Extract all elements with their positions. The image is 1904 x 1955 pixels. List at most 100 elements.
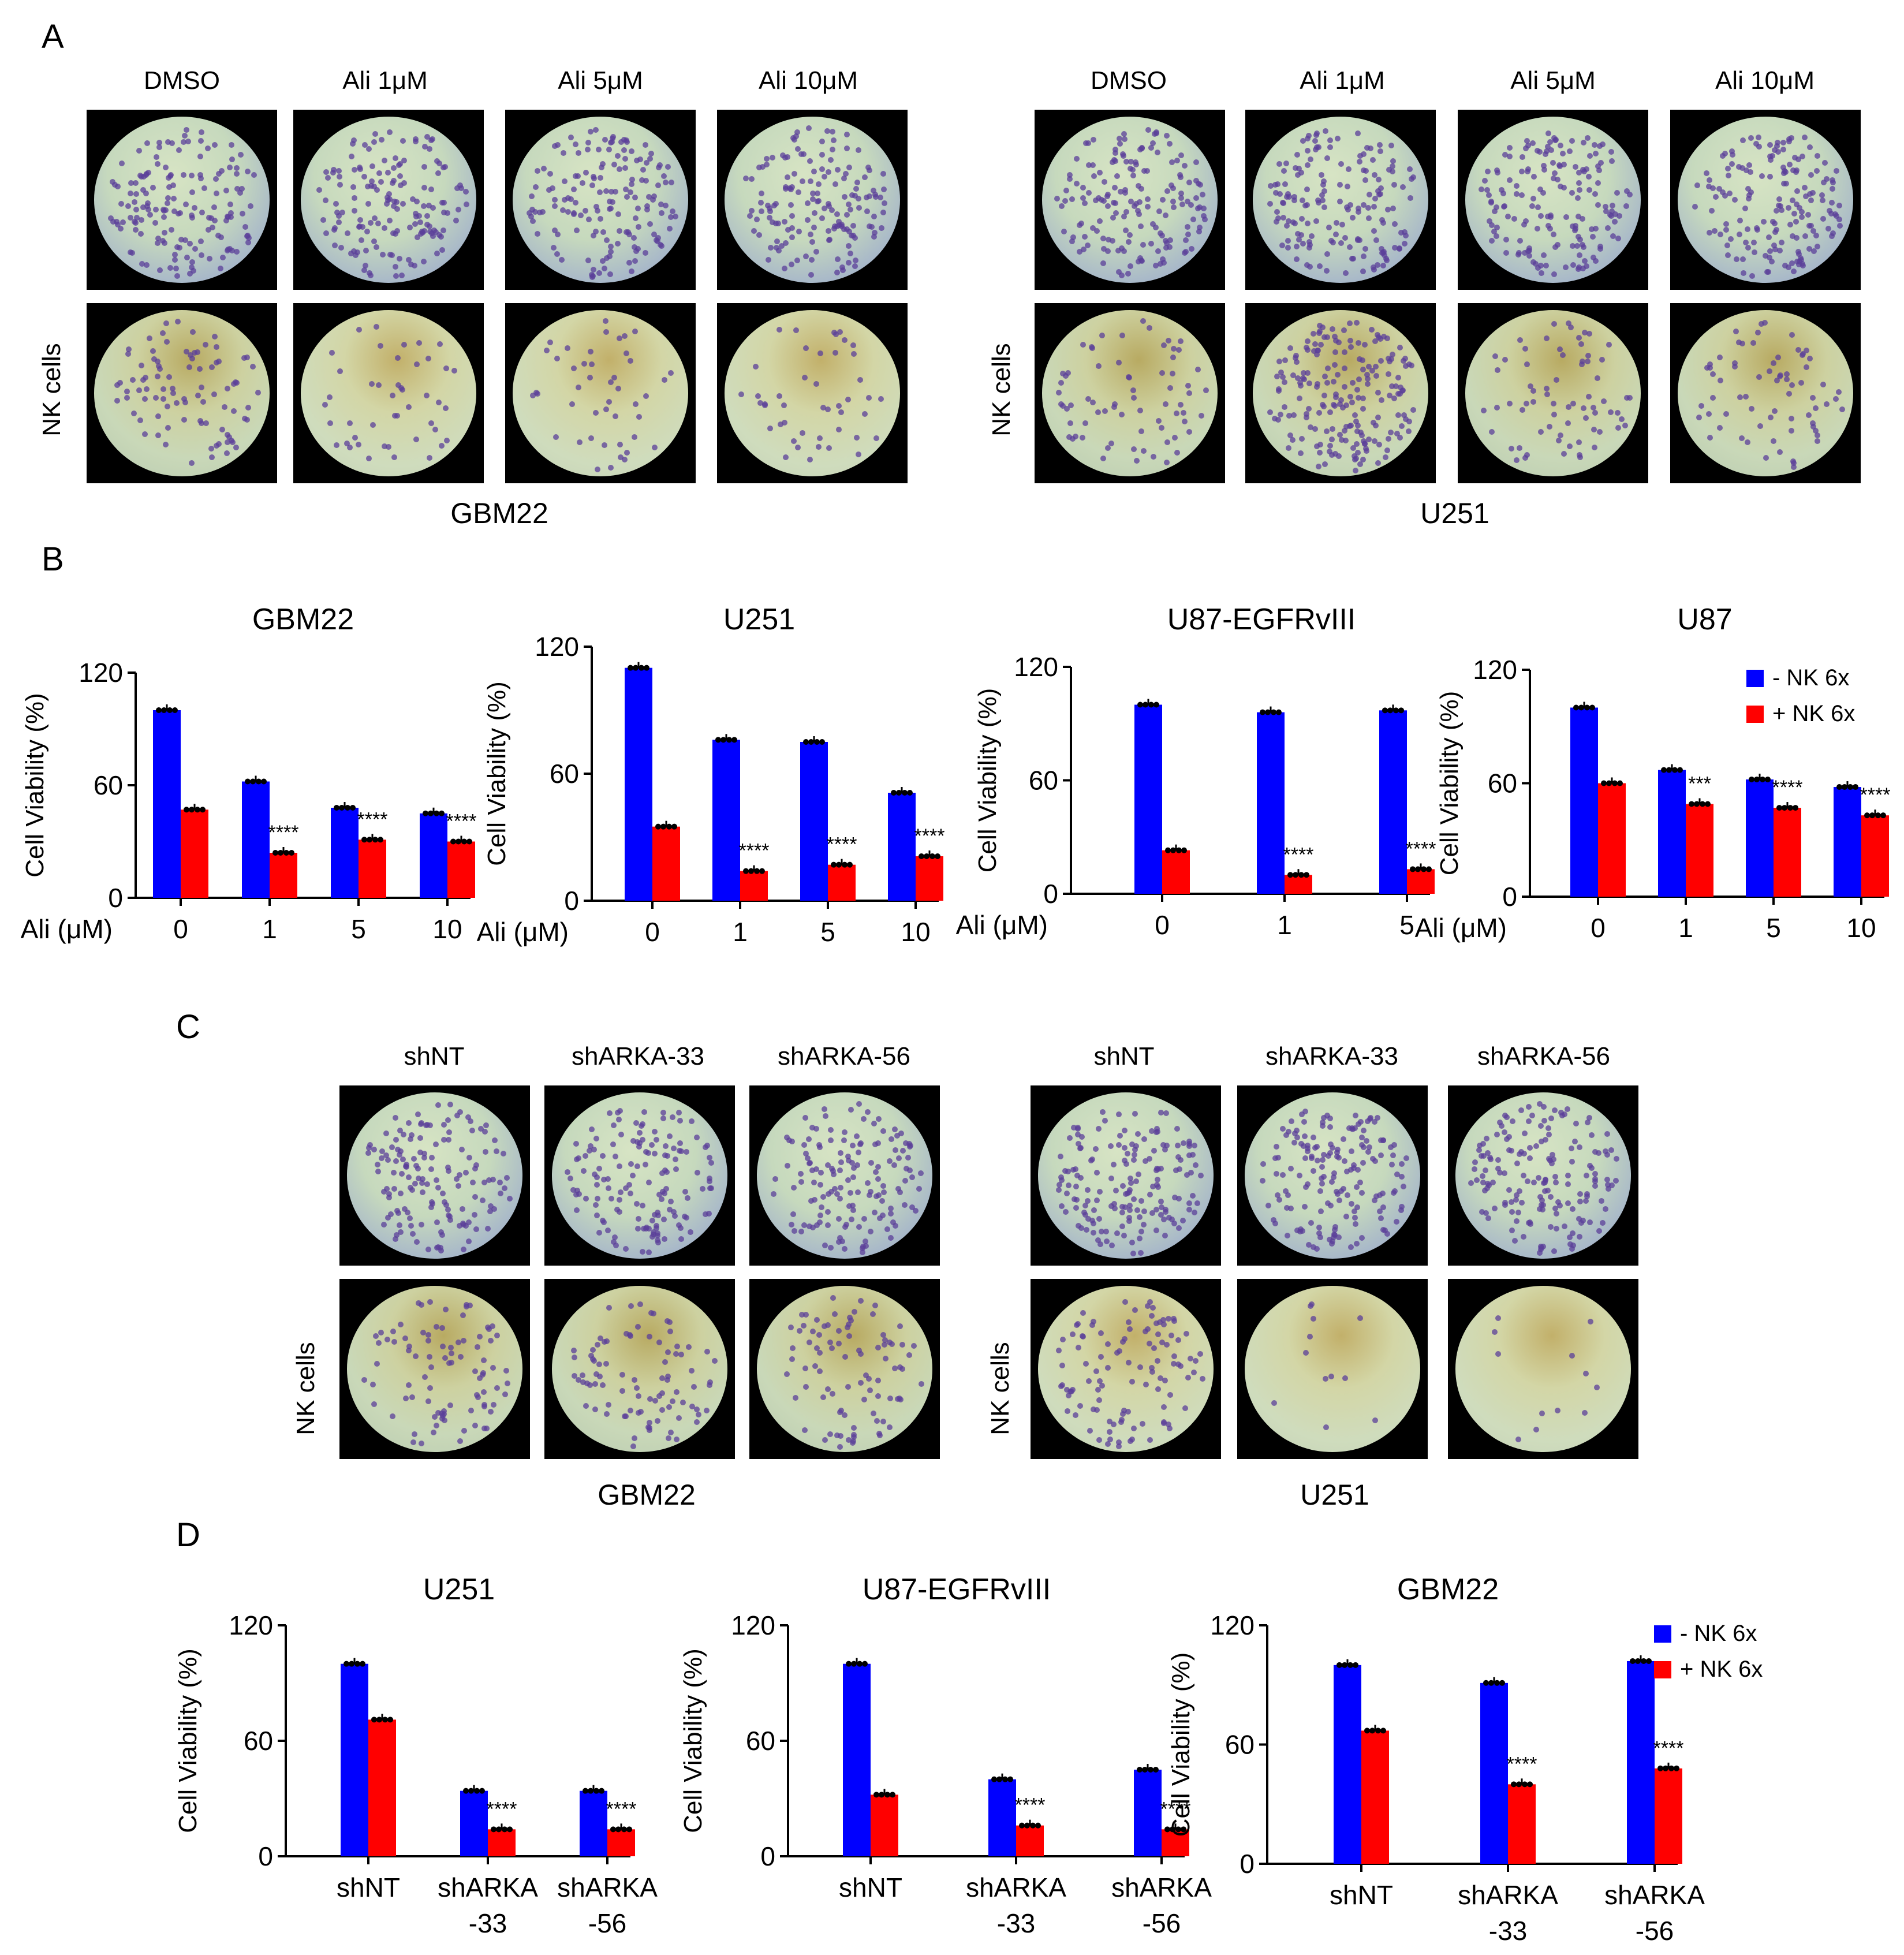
- data-point: [1782, 805, 1787, 811]
- cell-dot: [155, 374, 161, 380]
- cell-dot: [846, 229, 852, 234]
- cell-dot: [365, 145, 372, 152]
- cell-dot: [1097, 169, 1103, 176]
- cell-dot: [394, 199, 400, 205]
- cell-dot: [622, 186, 629, 193]
- data-point: [846, 1661, 852, 1667]
- cell-dot: [426, 146, 432, 152]
- cell-dot: [855, 452, 861, 458]
- cell-dot: [1360, 167, 1367, 174]
- bar-plus-nk: [1407, 869, 1435, 894]
- cell-dot: [626, 260, 633, 266]
- cell-dot: [765, 202, 771, 208]
- data-point: [924, 853, 929, 859]
- cell-dot: [768, 245, 774, 251]
- cell-dot: [795, 445, 801, 451]
- cell-dot: [379, 137, 385, 143]
- cell-dot: [364, 229, 371, 235]
- cell-dot: [425, 203, 432, 209]
- cell-dot: [156, 140, 162, 146]
- cell-dot: [1530, 140, 1536, 147]
- cell-dot: [139, 261, 145, 267]
- cell-dot: [628, 357, 634, 364]
- bar-plus-nk: [1598, 783, 1626, 897]
- cell-dot: [552, 143, 558, 150]
- cell-dot: [1115, 248, 1121, 254]
- cell-dot: [368, 380, 375, 387]
- cell-dot: [815, 198, 822, 204]
- cell-dot: [607, 244, 614, 250]
- cell-dot: [166, 374, 173, 380]
- cell-dot: [1308, 233, 1315, 240]
- data-point: [660, 823, 666, 830]
- cell-dot: [1380, 219, 1386, 226]
- bar-minus-nk: [625, 667, 652, 901]
- cell-dot: [1357, 153, 1363, 159]
- cell-dot: [1279, 200, 1286, 206]
- cell-dot: [611, 375, 618, 381]
- cell-dot: [209, 364, 215, 371]
- cell-dot: [147, 212, 154, 218]
- cell-dot: [765, 257, 771, 263]
- cell-dot: [651, 444, 658, 450]
- data-point: [491, 1826, 496, 1833]
- cell-dot: [1170, 204, 1177, 210]
- cell-dot: [658, 243, 664, 249]
- data-point: [1304, 872, 1309, 878]
- cell-dot: [607, 253, 613, 259]
- cell-dot: [793, 327, 800, 333]
- y-tick-label: 60: [1029, 766, 1058, 796]
- cell-dot: [647, 156, 653, 162]
- cell-dot: [864, 208, 870, 215]
- chart-title: GBM22: [1397, 1573, 1499, 1606]
- data-point: [1287, 872, 1293, 878]
- data-point: [851, 1661, 857, 1667]
- cell-dot: [841, 226, 848, 233]
- cell-dot: [144, 203, 150, 210]
- cell-dot: [1334, 220, 1340, 226]
- cell-dot: [618, 454, 624, 461]
- cell-dot: [790, 438, 797, 444]
- cell-dot: [632, 329, 638, 335]
- cell-dot: [195, 393, 201, 399]
- cell-dot: [1391, 245, 1398, 251]
- cell-dot: [1321, 204, 1327, 211]
- cell-dot: [1279, 242, 1286, 249]
- cell-dot: [1111, 157, 1117, 163]
- cell-dot: [1518, 169, 1525, 175]
- cell-dot: [134, 215, 140, 221]
- cell-dot: [174, 319, 181, 325]
- data-point: [278, 850, 283, 856]
- y-tick-label: 120: [79, 658, 123, 688]
- cell-dot: [393, 273, 399, 279]
- cell-dot: [769, 155, 775, 161]
- cell-dot: [595, 466, 601, 472]
- cell-dot: [215, 171, 222, 177]
- cell-dot: [550, 185, 556, 191]
- cell-dot: [759, 163, 766, 170]
- data-point: [1875, 812, 1881, 819]
- data-point: [1527, 1781, 1533, 1788]
- cell-dot: [356, 441, 362, 447]
- cell-dot: [1401, 229, 1408, 236]
- cell-dot: [866, 394, 872, 401]
- data-point: [1002, 1776, 1008, 1782]
- cell-dot: [756, 232, 763, 238]
- cell-dot: [629, 148, 635, 155]
- cell-dot: [244, 417, 250, 423]
- data-point: [1674, 1765, 1679, 1771]
- data-point: [1705, 801, 1711, 807]
- x-tick-label: shARKA: [1458, 1880, 1558, 1910]
- cell-dot: [865, 165, 871, 171]
- bar-plus-nk: [1162, 850, 1190, 894]
- cell-dot: [748, 176, 755, 182]
- cell-dot: [1371, 203, 1377, 210]
- data-point: [759, 868, 765, 874]
- cell-dot: [880, 170, 886, 177]
- data-point: [907, 790, 913, 796]
- cell-dot: [389, 393, 395, 399]
- cell-dot: [658, 202, 664, 208]
- cell-dot: [871, 233, 877, 240]
- cell-dot: [606, 147, 612, 153]
- data-point: [461, 838, 467, 845]
